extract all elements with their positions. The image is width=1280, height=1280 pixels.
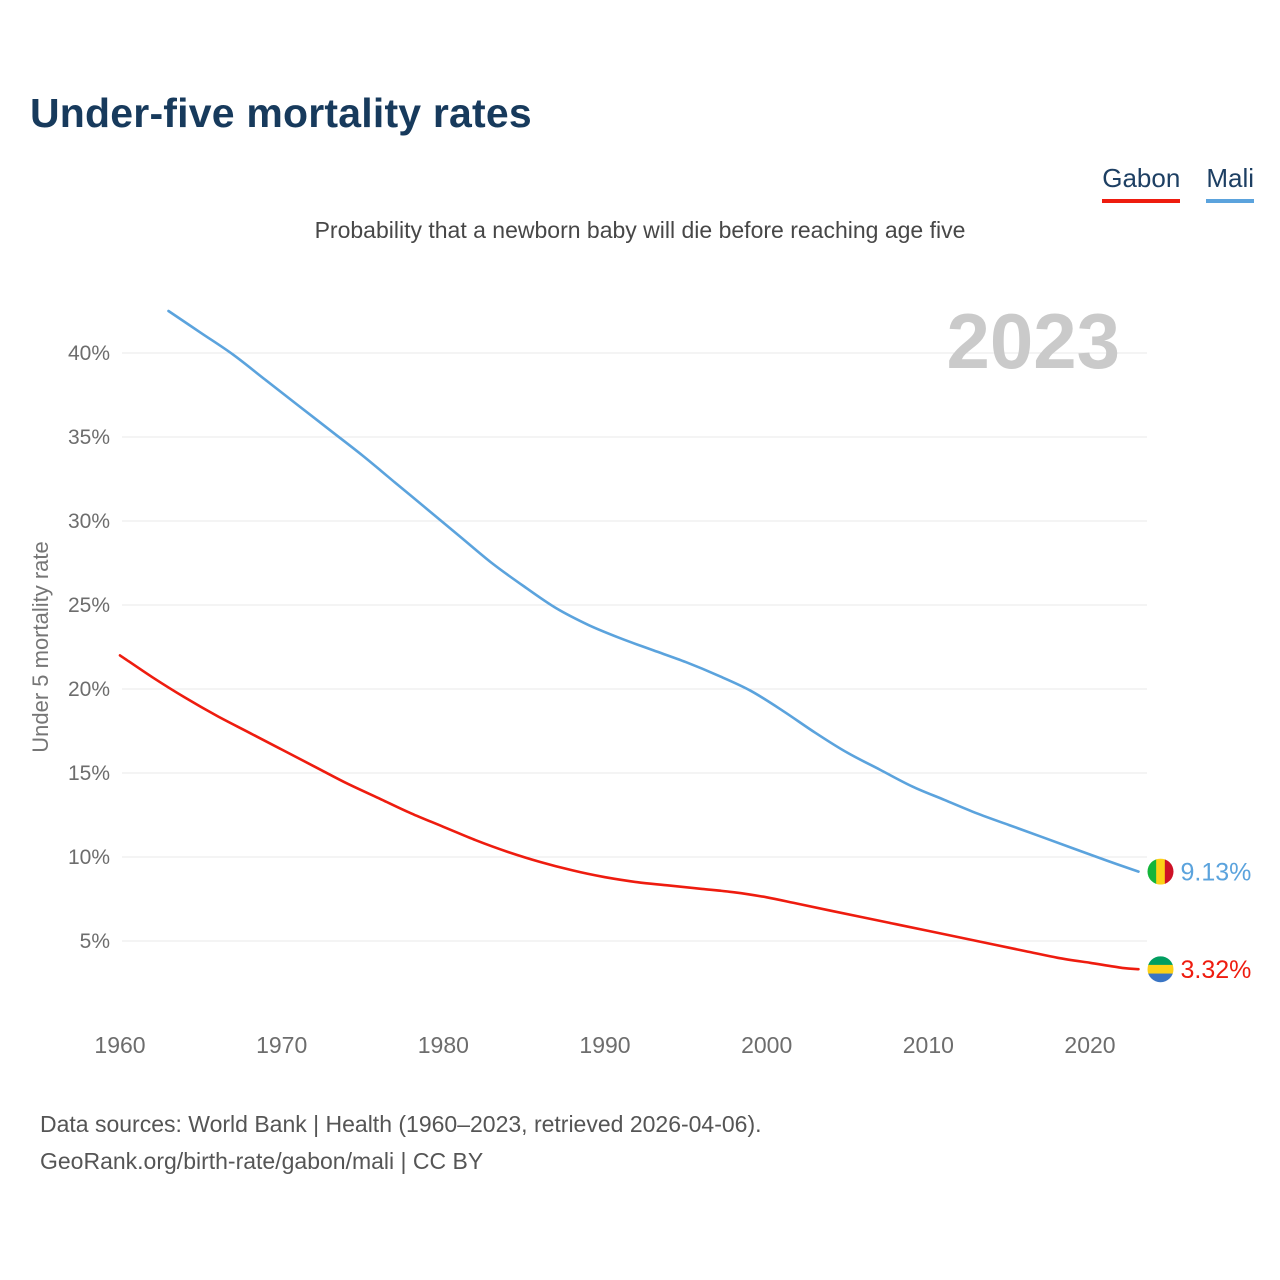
y-tick-label: 40% [68, 342, 110, 365]
legend: Gabon Mali [1102, 163, 1254, 203]
y-tick-label: 30% [68, 510, 110, 533]
page-title: Under-five mortality rates [30, 90, 532, 136]
x-tick-label: 1960 [94, 1032, 145, 1058]
y-tick-label: 5% [80, 930, 110, 953]
y-tick-label: 35% [68, 426, 110, 449]
watermark-year: 2023 [946, 297, 1120, 385]
mali-line[interactable] [167, 309, 1140, 873]
x-tick-label: 2010 [903, 1032, 954, 1058]
x-tick-label: 1990 [579, 1032, 630, 1058]
y-tick-label: 25% [68, 594, 110, 617]
y-tick-label: 10% [68, 846, 110, 869]
data-sources-text: Data sources: World Bank | Health (1960–… [40, 1111, 762, 1137]
x-tick-label: 2020 [1064, 1032, 1115, 1058]
x-tick-label: 1980 [418, 1032, 469, 1058]
gabon-line[interactable] [118, 654, 1140, 971]
mali-flag-icon [1147, 858, 1174, 885]
gabon-flag-icon [1147, 956, 1174, 983]
x-tick-label: 2000 [741, 1032, 792, 1058]
attribution-text: GeoRank.org/birth-rate/gabon/mali | CC B… [40, 1148, 484, 1174]
y-tick-label: 15% [68, 762, 110, 785]
y-tick-label: 20% [68, 678, 110, 701]
gabon-end-value: 3.32% [1181, 956, 1252, 984]
mali-end-value: 9.13% [1181, 859, 1252, 887]
legend-item-mali[interactable]: Mali [1206, 163, 1254, 203]
y-axis-title: Under 5 mortality rate [28, 541, 53, 753]
x-tick-label: 1970 [256, 1032, 307, 1058]
chart-subtitle: Probability that a newborn baby will die… [314, 217, 966, 243]
legend-item-gabon[interactable]: Gabon [1102, 163, 1181, 203]
footer: Data sources: World Bank | Health (1960–… [40, 1106, 762, 1180]
